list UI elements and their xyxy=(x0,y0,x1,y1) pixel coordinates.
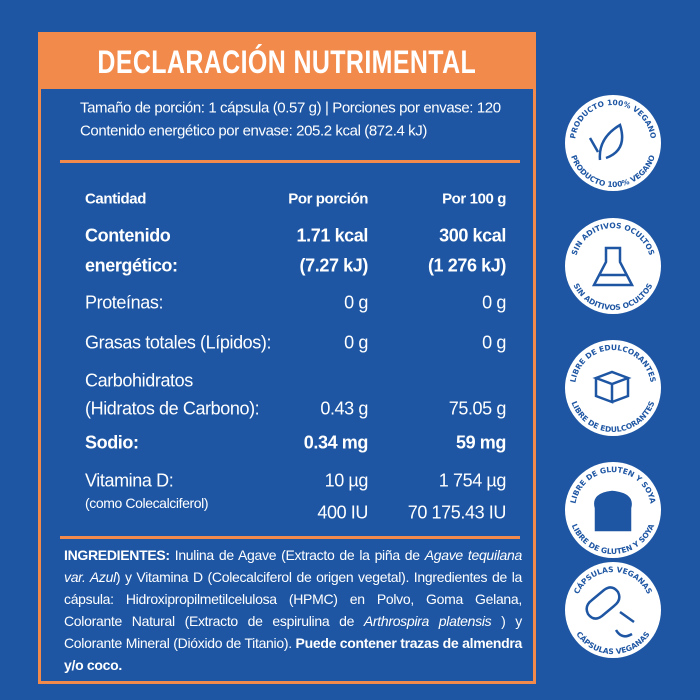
per-100g-value: 300 kcal xyxy=(439,225,506,246)
per-100g-value: 70 175.43 IU xyxy=(407,502,507,523)
ingredients-text: Arthrospira platensis xyxy=(363,613,492,629)
row-label: (como Colecalciferol) xyxy=(85,495,209,511)
per-portion-value: 0.43 g xyxy=(320,398,368,419)
title: DECLARACIÓN NUTRIMENTAL xyxy=(97,43,477,80)
per-portion-value: (7.27 kJ) xyxy=(299,255,369,276)
ingredients-text: Inulina de Agave (Extracto de la piña de xyxy=(169,547,425,563)
ingredients-text: Agave tequilana var. Azul xyxy=(64,547,522,585)
column-header: Cantidad xyxy=(85,190,146,208)
per-100g-value: 59 mg xyxy=(455,432,506,453)
badge-group xyxy=(565,562,661,658)
allergen-note: Puede contener trazas de almendra y/o co… xyxy=(64,635,523,673)
badge xyxy=(565,218,661,314)
row-label: energético: xyxy=(85,255,178,276)
serving-line: Tamaño de porción: 1 cápsula (0.57 g) | … xyxy=(80,99,501,117)
bread-icon xyxy=(594,490,632,532)
per-100g-value: 75.05 g xyxy=(448,398,507,419)
row-label: Carbohidratos xyxy=(85,370,193,391)
flask-icon xyxy=(591,246,635,287)
ingredients-heading: INGREDIENTES: xyxy=(64,547,170,563)
row-label: Grasas totales (Lípidos): xyxy=(85,332,272,353)
per-portion-value: 10 µg xyxy=(324,470,369,491)
cubes-icon xyxy=(592,370,632,404)
per-100g-value: 1 754 µg xyxy=(438,470,507,491)
per-portion-value: 0 g xyxy=(344,292,368,313)
row-label: Proteínas: xyxy=(85,292,164,313)
divider xyxy=(60,536,520,539)
label-frame xyxy=(38,32,536,684)
per-100g-value: 0 g xyxy=(482,292,506,313)
leaf-icon xyxy=(588,123,624,161)
per-100g-value: 0 g xyxy=(482,332,506,353)
row-label: (Hidratos de Carbono): xyxy=(85,398,260,419)
per-portion-value: 1.71 kcal xyxy=(296,225,369,246)
badge xyxy=(565,95,661,191)
row-label: Vitamina D: xyxy=(85,470,174,491)
ingredients: INGREDIENTES: Inulina de Agave (Extracto… xyxy=(64,544,522,676)
row-label: Contenido xyxy=(85,225,171,246)
ingredients-text: ) y Colorante Mineral (Dióxido de Titani… xyxy=(64,613,522,651)
per-portion-value: 0.34 mg xyxy=(303,432,369,453)
badge-icons xyxy=(585,123,635,638)
per-portion-value: 400 IU xyxy=(317,502,368,523)
badge-group xyxy=(565,95,661,191)
serving-line: Contenido energético por envase: 205.2 k… xyxy=(80,122,427,140)
divider xyxy=(60,160,520,163)
badge xyxy=(565,562,661,658)
title-banner: DECLARACIÓN NUTRIMENTAL xyxy=(41,35,533,89)
ingredients-text: ) y Vitamina D (Colecalciferol de origen… xyxy=(64,569,522,629)
per-portion-value: 0 g xyxy=(344,332,368,353)
column-header: Por porción xyxy=(288,190,368,208)
per-100g-value: (1 276 kJ) xyxy=(427,255,506,276)
capsule-icon xyxy=(585,586,635,638)
row-label: Sodio: xyxy=(85,432,139,453)
badge-group xyxy=(565,218,661,314)
column-header: Por 100 g xyxy=(442,190,506,208)
